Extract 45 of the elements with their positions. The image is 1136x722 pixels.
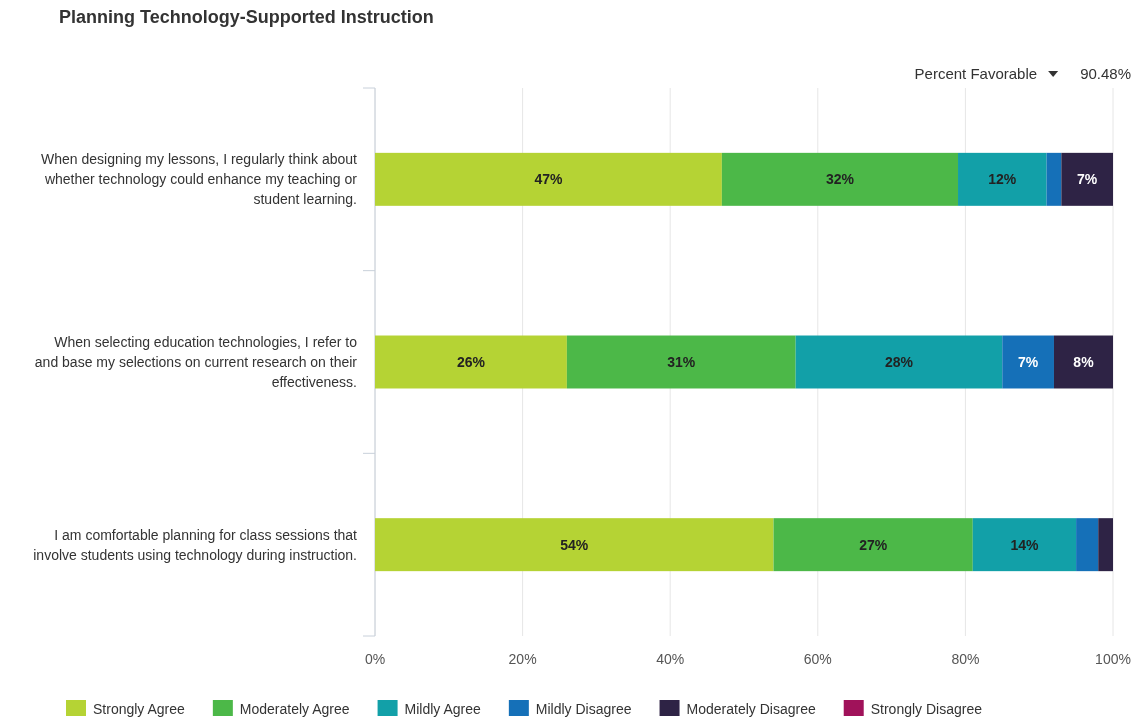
data-label: 12% <box>988 171 1017 188</box>
chart-title: Planning Technology-Supported Instruction <box>59 7 434 27</box>
bar <box>375 152 722 206</box>
legend-label: Moderately Disagree <box>686 701 816 717</box>
bar <box>721 152 959 206</box>
data-label: 47% <box>534 171 563 188</box>
legend-label: Mildly Agree <box>404 701 482 717</box>
data-label: 31% <box>667 354 696 370</box>
text: Percent Favorable <box>914 65 1038 82</box>
y-tick-label: When designing my lessons, I regularly think about whether technology could enhance my teaching or student learning. <box>41 151 358 208</box>
bar <box>375 518 774 572</box>
bar <box>1046 152 1062 206</box>
data-label: 26% <box>456 354 486 370</box>
x-tick-label: 60% <box>803 651 832 667</box>
bar <box>1061 152 1113 206</box>
legend-label: Mildly Disagree <box>535 701 632 717</box>
data-label: 32% <box>825 171 855 188</box>
data-label: 7% <box>1077 171 1098 188</box>
bar <box>1076 518 1099 572</box>
data-label: 54% <box>560 536 589 553</box>
bar <box>972 518 1077 572</box>
x-tick-label: 40% <box>656 651 685 667</box>
bar <box>1098 518 1113 572</box>
bar <box>958 152 1047 206</box>
text: 90.48% <box>1080 65 1131 82</box>
bar <box>566 335 796 389</box>
bar <box>1053 335 1113 389</box>
x-tick-label: 80% <box>951 651 980 667</box>
x-tick-label: 20% <box>508 651 537 667</box>
data-label: 7% <box>1018 354 1039 370</box>
legend-label: Strongly Disagree <box>870 701 983 717</box>
x-tick-label: 0% <box>364 651 386 667</box>
data-label: 8% <box>1073 354 1095 370</box>
legend-label: Strongly Agree <box>93 701 186 717</box>
bar <box>773 518 973 572</box>
data-label: 27% <box>859 536 888 553</box>
bar <box>795 335 1003 389</box>
data-label: 14% <box>1010 536 1039 553</box>
bar <box>375 335 567 389</box>
x-tick-label: 100% <box>1095 651 1131 667</box>
y-tick-label: I am comfortable planning for class sessions that involve students using technology during instruction. <box>33 526 358 563</box>
bar <box>1002 335 1054 389</box>
legend-label: Moderately Agree <box>239 701 350 717</box>
y-tick-label: When selecting education technologies, I refer to and base my selections on current research on their effectiveness. <box>34 334 358 390</box>
data-label: 28% <box>884 354 914 370</box>
